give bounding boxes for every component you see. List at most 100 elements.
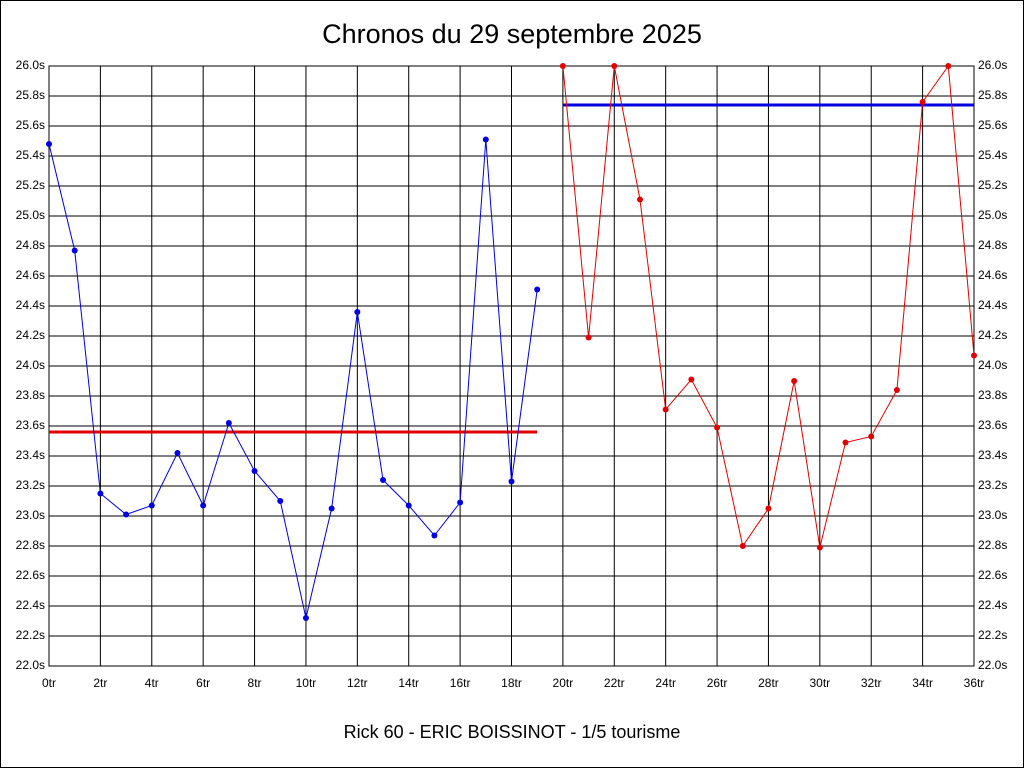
data-point xyxy=(971,352,977,359)
x-tick-label: 24tr xyxy=(655,676,676,690)
y2-tick-label: 24.2s xyxy=(978,328,1007,342)
x-tick-label: 16tr xyxy=(450,676,471,690)
x-tick-label: 2tr xyxy=(93,676,107,690)
data-point xyxy=(534,286,541,293)
plot-frame xyxy=(48,65,975,667)
y2-tick-label: 22.4s xyxy=(978,598,1007,612)
x-tick-label: 28tr xyxy=(758,676,779,690)
y-tick-label: 22.8s xyxy=(16,538,45,552)
series-line xyxy=(48,139,538,619)
y2-tick-label: 23.0s xyxy=(978,508,1007,522)
x-tick-label: 10tr xyxy=(296,676,317,690)
data-point xyxy=(328,505,335,512)
x-tick-label: 30tr xyxy=(809,676,830,690)
data-point xyxy=(739,543,746,549)
x-tick-label: 6tr xyxy=(196,676,210,690)
data-point xyxy=(893,387,900,393)
y2-tick-label: 22.8s xyxy=(978,538,1007,552)
data-point xyxy=(354,309,361,315)
data-point xyxy=(225,420,232,426)
data-point xyxy=(302,615,309,621)
data-point xyxy=(611,63,618,69)
data-point xyxy=(71,247,78,254)
y-tick-label: 24.4s xyxy=(16,298,45,312)
y2-tick-label: 24.8s xyxy=(978,238,1007,252)
x-tick-label: 18tr xyxy=(501,676,522,690)
x-tick-label: 0tr xyxy=(42,676,56,690)
y-tick-label: 24.6s xyxy=(16,268,45,282)
y2-tick-label: 22.2s xyxy=(978,628,1007,642)
data-point xyxy=(251,468,258,474)
data-point xyxy=(46,141,52,147)
data-point xyxy=(508,478,515,485)
x-tick-label: 36tr xyxy=(964,676,985,690)
data-point xyxy=(123,511,130,518)
y-tick-label: 22.4s xyxy=(16,598,45,612)
data-point xyxy=(277,498,284,504)
x-tick-label: 22tr xyxy=(604,676,625,690)
y2-tick-label: 24.4s xyxy=(978,298,1007,312)
y-tick-label: 23.2s xyxy=(16,478,45,492)
y2-tick-label: 23.6s xyxy=(978,418,1007,432)
y-tick-label: 25.2s xyxy=(16,178,45,192)
data-point xyxy=(868,433,875,440)
data-point xyxy=(662,406,669,413)
y-tick-label: 24.8s xyxy=(16,238,45,252)
x-tick-label: 32tr xyxy=(861,676,882,690)
x-axis-label: Rick 60 - ERIC BOISSINOT - 1/5 tourisme xyxy=(344,722,681,742)
y2-tick-label: 23.4s xyxy=(978,448,1007,462)
y-tick-label: 25.4s xyxy=(16,148,45,162)
data-point xyxy=(405,502,412,509)
y-tick-label: 23.4s xyxy=(16,448,45,462)
y-tick-label: 26.0s xyxy=(16,58,45,72)
y-tick-label: 24.2s xyxy=(16,328,45,342)
data-point xyxy=(714,424,721,431)
data-point xyxy=(431,532,438,539)
y-tick-label: 25.6s xyxy=(16,118,45,132)
x-tick-label: 12tr xyxy=(347,676,368,690)
data-point xyxy=(559,63,566,69)
data-point xyxy=(816,544,823,551)
data-point xyxy=(174,450,181,456)
data-point xyxy=(200,502,207,509)
y2-tick-label: 24.6s xyxy=(978,268,1007,282)
x-tick-label: 8tr xyxy=(248,676,262,690)
x-tick-label: 34tr xyxy=(912,676,933,690)
y-tick-label: 22.0s xyxy=(16,658,45,672)
y-tick-label: 23.6s xyxy=(16,418,45,432)
data-point xyxy=(945,63,952,69)
y-tick-label: 24.0s xyxy=(16,358,45,372)
data-point xyxy=(457,499,464,506)
y2-tick-label: 22.6s xyxy=(978,568,1007,582)
x-tick-label: 4tr xyxy=(145,676,159,690)
data-point xyxy=(380,477,387,483)
y2-tick-label: 25.6s xyxy=(978,118,1007,132)
y2-tick-label: 23.2s xyxy=(978,478,1007,492)
y2-tick-label: 26.0s xyxy=(978,58,1007,72)
y2-tick-label: 25.8s xyxy=(978,88,1007,102)
data-point xyxy=(585,334,592,341)
y2-tick-label: 23.8s xyxy=(978,388,1007,402)
x-tick-label: 26tr xyxy=(707,676,728,690)
x-tick-label: 20tr xyxy=(553,676,574,690)
y-tick-label: 25.0s xyxy=(16,208,45,222)
data-point xyxy=(482,136,489,143)
data-point xyxy=(842,439,849,446)
x-tick-label: 14tr xyxy=(398,676,419,690)
data-point xyxy=(919,99,926,105)
chart-title: Chronos du 29 septembre 2025 xyxy=(322,19,702,49)
y2-tick-label: 25.0s xyxy=(978,208,1007,222)
y-tick-label: 23.0s xyxy=(16,508,45,522)
y-tick-label: 22.6s xyxy=(16,568,45,582)
y2-tick-label: 25.2s xyxy=(978,178,1007,192)
data-point xyxy=(765,505,772,512)
y2-tick-label: 25.4s xyxy=(978,148,1007,162)
data-point xyxy=(636,196,643,203)
y2-tick-label: 24.0s xyxy=(978,358,1007,372)
data-point xyxy=(97,490,104,497)
data-point xyxy=(791,378,798,384)
y-tick-label: 23.8s xyxy=(16,388,45,402)
y2-tick-label: 22.0s xyxy=(978,658,1007,672)
data-point xyxy=(148,502,155,509)
